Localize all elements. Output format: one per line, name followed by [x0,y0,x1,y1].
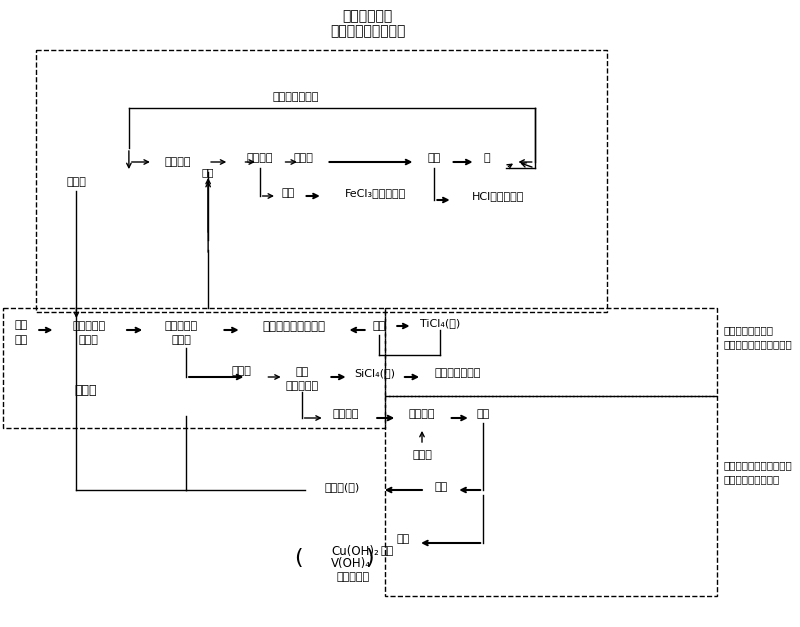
Bar [385,396,717,596]
Bar [3,308,385,428]
Text: 铜丝清洗: 铜丝清洗 [332,409,359,419]
Text: 冷凝: 冷凝 [428,153,441,163]
Text: 生石灰: 生石灰 [412,450,432,460]
Text: 精馏: 精馏 [295,367,308,377]
Text: 回收（副产品）: 回收（副产品） [434,368,481,378]
Text: 压滤: 压滤 [434,482,448,492]
Text: 铜、钒回收处理流程: 铜、钒回收处理流程 [724,474,780,484]
Text: 含酸废水: 含酸废水 [164,157,191,167]
Text: ): ) [365,548,374,568]
Text: 压滤液(水): 压滤液(水) [324,482,359,492]
Text: 设备、场地冲洗: 设备、场地冲洗 [273,92,319,102]
Text: FeCl₃（副产品）: FeCl₃（副产品） [345,188,406,198]
Text: （副产品）: （副产品） [337,572,370,582]
Text: 滤饥: 滤饥 [380,546,394,556]
Text: 滤液蕲馏: 滤液蕲馏 [246,153,273,163]
Text: 压滤: 压滤 [202,167,214,177]
Text: V(OH)₄: V(OH)₄ [331,557,371,571]
Text: 中和: 中和 [477,409,490,419]
Text: 精制段精馏废液的: 精制段精馏废液的 [724,325,774,335]
Text: 氯气: 氯气 [14,335,27,345]
Text: 清洗水: 清洗水 [66,177,86,187]
Text: 精四氯化钓（产品）: 精四氯化钓（产品） [262,320,326,332]
Text: 蕲馏液: 蕲馏液 [231,366,251,376]
Text: 低沸点分离回收处理流程: 低沸点分离回收处理流程 [724,339,793,349]
Text: 滤饥: 滤饥 [396,534,410,544]
Text: 冷凝: 冷凝 [373,321,386,331]
Text: HCl（副产品）: HCl（副产品） [472,191,525,201]
Text: 铜酸废液: 铜酸废液 [409,409,435,419]
Text: 滤饥: 滤饥 [282,188,295,198]
Text: 粢四氯化钓: 粢四氯化钓 [165,321,198,331]
Text: (: ( [294,548,303,568]
Text: 主流程: 主流程 [74,384,97,396]
Text: 气、液、固处理流程: 气、液、固处理流程 [330,24,406,38]
Text: SiCl₄(液): SiCl₄(液) [354,368,396,378]
Text: 钓渣: 钓渣 [14,320,27,330]
Text: Cu(OH)₂: Cu(OH)₂ [331,544,379,557]
Text: 反应器: 反应器 [79,335,98,345]
Bar [36,50,607,312]
Text: 蕲馏釜: 蕲馏釜 [171,335,191,345]
Bar [385,308,717,396]
Text: 水: 水 [484,153,490,163]
Text: TiCl₄(气): TiCl₄(气) [420,318,460,328]
Text: 铜丝精馏釜: 铜丝精馏釜 [285,381,318,391]
Text: 氯化段废水的: 氯化段废水的 [342,9,393,23]
Text: 酸蕲汽: 酸蕲汽 [294,153,314,163]
Text: 精制段含铜、钒废酸液的: 精制段含铜、钒废酸液的 [724,460,793,470]
Text: 高温流态化: 高温流态化 [72,321,106,331]
